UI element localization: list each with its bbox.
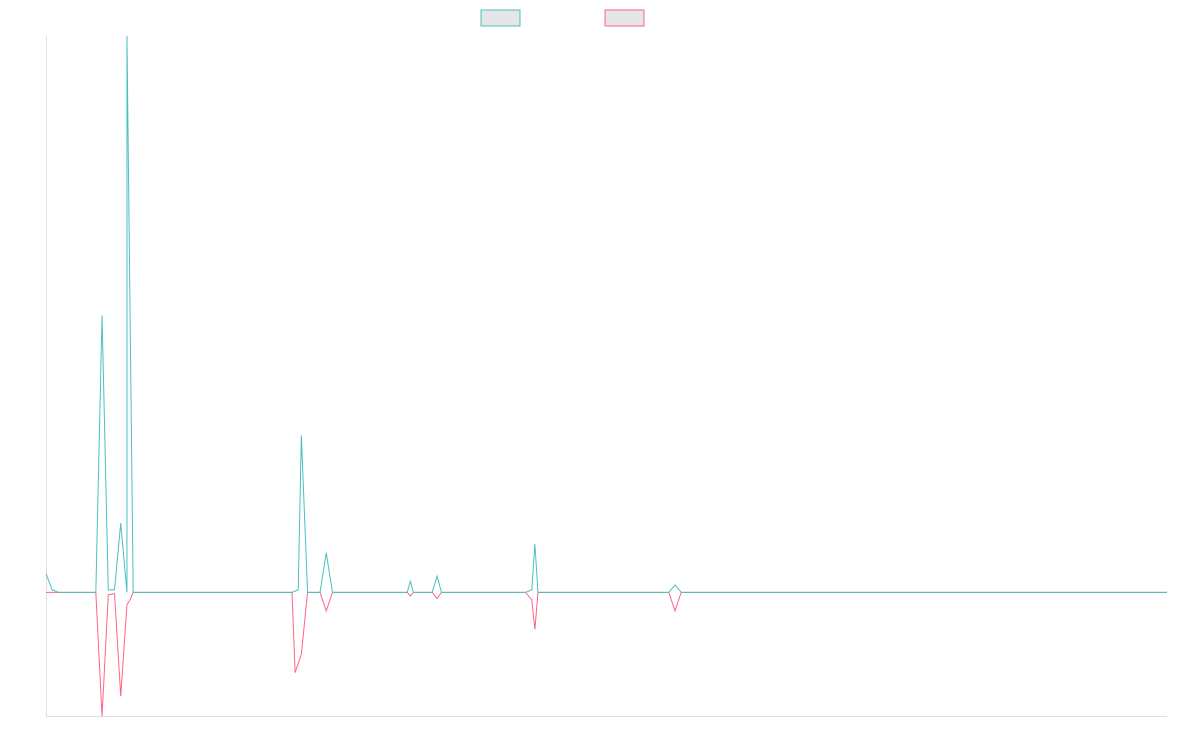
legend-swatch-series-b (604, 9, 645, 27)
series-a-line (45, 35, 1167, 593)
legend (480, 9, 645, 27)
legend-swatch-series-a (480, 9, 521, 27)
series-layer (45, 35, 1167, 717)
legend-item-series-b[interactable] (604, 9, 645, 27)
legend-item-series-a[interactable] (480, 9, 521, 27)
series-b-line (46, 591, 1167, 717)
